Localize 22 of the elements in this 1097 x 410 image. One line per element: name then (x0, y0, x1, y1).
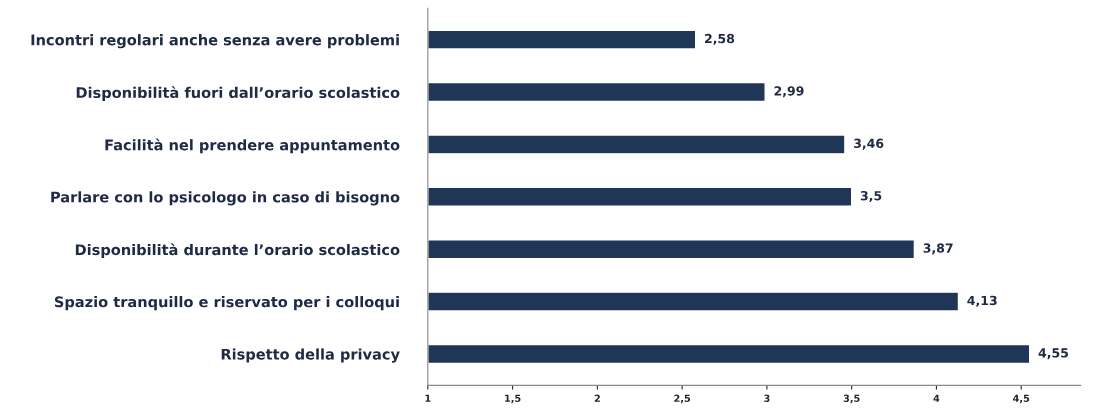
data-label: 3,87 (923, 243, 953, 255)
data-label: 2,58 (705, 33, 735, 45)
x-tick-label: 2 (594, 394, 600, 402)
y-tick-label: Facilità nel prendere appuntamento (105, 138, 400, 154)
data-label: 4,55 (1038, 348, 1068, 360)
x-tick-label: 1 (425, 394, 431, 402)
y-tick-label: Disponibilità fuori dall’orario scolastico (76, 86, 400, 101)
x-tick-label: 2,5 (674, 394, 691, 404)
x-tick-label: 4 (933, 394, 940, 402)
data-label: 3,46 (854, 138, 884, 150)
y-tick-label: Disponibilità durante l’orario scolastico (75, 243, 400, 259)
x-tick-label: 1,5 (505, 394, 521, 404)
data-label: 3,5 (860, 190, 882, 203)
data-label: 2,99 (774, 86, 804, 98)
y-tick-label: Parlare con lo psicologo in caso di bisogno (51, 191, 400, 206)
x-tick-label: 3 (764, 394, 770, 402)
y-tick-label: Rispetto della privacy (221, 348, 400, 363)
y-tick-label: Incontri regolari anche senza avere problemi (31, 34, 399, 49)
y-tick-label: Spazio tranquillo e riservato per i colloqui (54, 296, 399, 311)
data-label: 4,13 (967, 295, 997, 307)
x-tick-label: 3,5 (843, 394, 860, 404)
x-tick-label: 4,5 (1013, 394, 1030, 404)
